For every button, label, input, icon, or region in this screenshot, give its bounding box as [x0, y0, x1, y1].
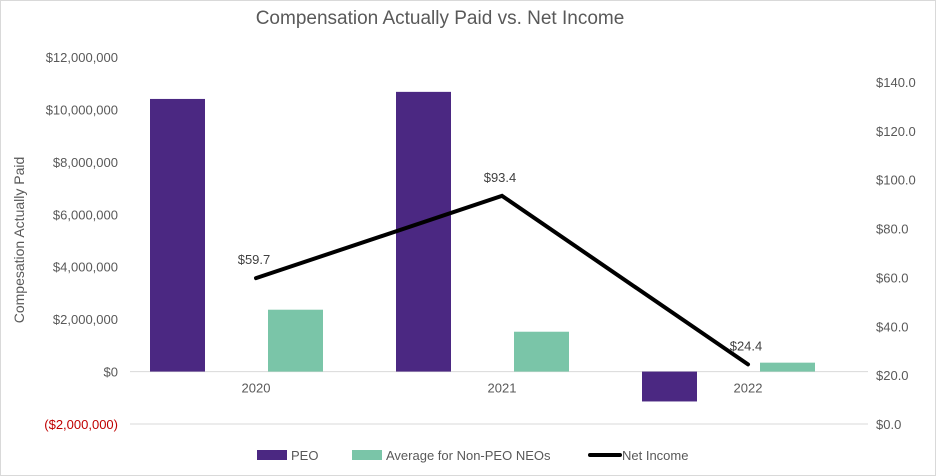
neo-bar: [514, 331, 569, 372]
right-tick-label: $100.0: [876, 173, 916, 188]
net-income-data-label: $93.4: [484, 170, 517, 185]
y-axis-label: Compesation Actually Paid: [11, 157, 27, 324]
legend-label-neo: Average for Non-PEO NEOs: [386, 448, 551, 463]
net-income-data-label: $24.4: [730, 338, 763, 353]
left-tick-label: $6,000,000: [53, 207, 118, 222]
peo-bar: [150, 98, 205, 372]
left-tick-label: $10,000,000: [46, 102, 118, 117]
category-label: 2021: [488, 381, 517, 396]
left-tick-label: $2,000,000: [53, 312, 118, 327]
category-label: 2022: [734, 381, 763, 396]
legend-label-net-income: Net Income: [622, 448, 688, 463]
peo-bar: [642, 371, 697, 402]
category-label: 2020: [242, 381, 271, 396]
neo-bar: [760, 362, 815, 372]
right-tick-label: $140.0: [876, 75, 916, 90]
right-tick-label: $40.0: [876, 319, 909, 334]
right-tick-label: $120.0: [876, 124, 916, 139]
net-income-data-label: $59.7: [238, 252, 271, 267]
left-tick-label: $4,000,000: [53, 260, 118, 275]
right-tick-label: $20.0: [876, 368, 909, 383]
right-tick-label: $0.0: [876, 417, 901, 432]
chart-title: Compensation Actually Paid vs. Net Incom…: [256, 8, 625, 29]
left-tick-label: ($2,000,000): [44, 417, 118, 432]
left-tick-label: $8,000,000: [53, 155, 118, 170]
legend-label-peo: PEO: [291, 448, 318, 463]
neo-bar: [268, 309, 323, 372]
peo-bar: [396, 91, 451, 372]
left-tick-label: $0: [104, 365, 118, 380]
legend-swatch-peo: [257, 450, 287, 460]
right-tick-label: $60.0: [876, 270, 909, 285]
legend-swatch-neo: [352, 450, 382, 460]
right-tick-label: $80.0: [876, 222, 909, 237]
left-tick-label: $12,000,000: [46, 50, 118, 65]
net-income-line: [254, 193, 750, 367]
